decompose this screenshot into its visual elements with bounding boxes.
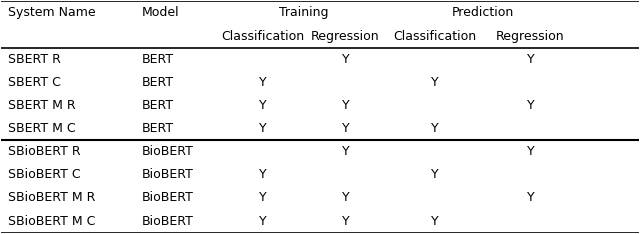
Text: SBioBERT M C: SBioBERT M C	[8, 215, 95, 227]
Text: SBERT C: SBERT C	[8, 76, 61, 89]
Text: Y: Y	[259, 215, 266, 227]
Text: Y: Y	[259, 122, 266, 135]
Text: Y: Y	[342, 122, 349, 135]
Text: Y: Y	[527, 53, 534, 66]
Text: Regression: Regression	[311, 29, 380, 43]
Text: Prediction: Prediction	[451, 7, 514, 19]
Text: Y: Y	[259, 168, 266, 181]
Text: Y: Y	[342, 191, 349, 205]
Text: Classification: Classification	[221, 29, 304, 43]
Text: SBioBERT C: SBioBERT C	[8, 168, 81, 181]
Text: Y: Y	[259, 191, 266, 205]
Text: Y: Y	[342, 99, 349, 112]
Text: BERT: BERT	[141, 99, 173, 112]
Text: Y: Y	[431, 122, 438, 135]
Text: BERT: BERT	[141, 122, 173, 135]
Text: BioBERT: BioBERT	[141, 145, 193, 158]
Text: BioBERT: BioBERT	[141, 191, 193, 205]
Text: SBioBERT R: SBioBERT R	[8, 145, 81, 158]
Text: Y: Y	[342, 215, 349, 227]
Text: BioBERT: BioBERT	[141, 168, 193, 181]
Text: SBioBERT M R: SBioBERT M R	[8, 191, 95, 205]
Text: BERT: BERT	[141, 76, 173, 89]
Text: Model: Model	[141, 7, 179, 19]
Text: Y: Y	[259, 76, 266, 89]
Text: Y: Y	[431, 168, 438, 181]
Text: Y: Y	[527, 191, 534, 205]
Text: Classification: Classification	[393, 29, 476, 43]
Text: Y: Y	[431, 76, 438, 89]
Text: Y: Y	[431, 215, 438, 227]
Text: Y: Y	[527, 99, 534, 112]
Text: Y: Y	[259, 99, 266, 112]
Text: SBERT R: SBERT R	[8, 53, 61, 66]
Text: Training: Training	[279, 7, 329, 19]
Text: System Name: System Name	[8, 7, 95, 19]
Text: BioBERT: BioBERT	[141, 215, 193, 227]
Text: Y: Y	[342, 145, 349, 158]
Text: Y: Y	[342, 53, 349, 66]
Text: SBERT M C: SBERT M C	[8, 122, 76, 135]
Text: BERT: BERT	[141, 53, 173, 66]
Text: Regression: Regression	[496, 29, 564, 43]
Text: SBERT M R: SBERT M R	[8, 99, 76, 112]
Text: Y: Y	[527, 145, 534, 158]
